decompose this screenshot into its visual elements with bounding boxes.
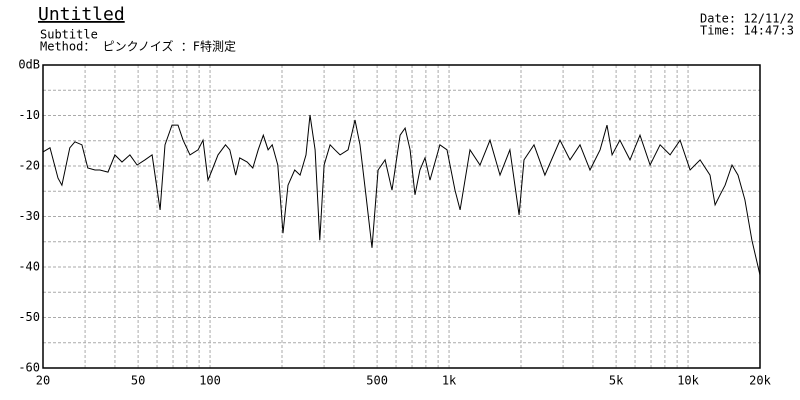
y-tick-label: -50 — [18, 310, 40, 324]
time-label: Time: 14:47:3 — [700, 24, 794, 38]
y-tick-label: -30 — [18, 209, 40, 223]
y-tick-label: -10 — [18, 108, 40, 122]
x-tick-label: 50 — [131, 374, 145, 388]
x-tick-label: 500 — [366, 374, 388, 388]
response-line — [42, 114, 761, 276]
y-tick-label: -60 — [18, 361, 40, 375]
x-tick-label: 10k — [677, 374, 699, 388]
y-tick-label: -40 — [18, 260, 40, 274]
date-label: Date: 12/11/2 — [700, 12, 794, 26]
x-tick-label: 20 — [36, 374, 50, 388]
method-label: Method： ピンクノイズ ：F特測定 — [40, 39, 236, 54]
x-tick-label: 100 — [199, 374, 221, 388]
plot-border — [42, 64, 761, 369]
x-tick-label: 20k — [749, 374, 771, 388]
y-tick-label: -20 — [18, 159, 40, 173]
x-tick-label: 5k — [609, 374, 624, 388]
x-tick-label: 1k — [442, 374, 457, 388]
chart-title: Untitled — [38, 4, 125, 25]
y-tick-label: 0dB — [18, 58, 40, 72]
chart-subtitle: Subtitle — [40, 28, 98, 42]
